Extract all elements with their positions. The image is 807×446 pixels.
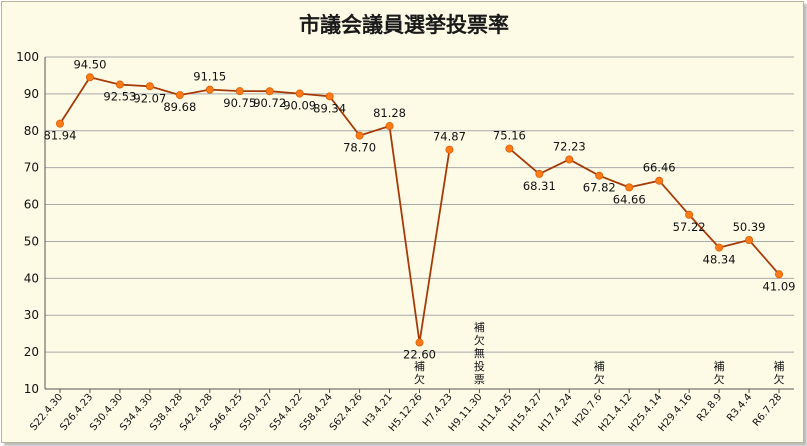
data-label: 66.46 [643,161,676,175]
data-label: 68.31 [523,179,556,193]
data-point [385,122,394,131]
data-label: 81.28 [373,106,406,120]
x-tick-label: R6.7.28 [751,392,784,429]
data-point [505,144,514,153]
chart-title: 市議会議員選挙投票率 [299,13,509,37]
annotation-note: 補欠 [774,360,785,386]
data-point [445,145,454,154]
series-line [508,147,780,275]
series-layer [55,73,784,347]
data-label: 48.34 [703,253,736,267]
data-label: 78.70 [343,141,376,155]
y-tick-label: 20 [24,345,39,359]
data-point [685,210,694,219]
data-label: 90.09 [283,99,316,113]
data-point [115,80,124,89]
data-point [415,338,424,347]
x-tick-label: R3.4.4 [725,392,754,424]
data-label: 67.82 [583,181,616,195]
data-point [235,87,244,96]
data-label: 91.15 [193,70,226,84]
data-point [535,169,544,178]
data-label: 90.72 [253,96,286,110]
y-tick-label: 90 [24,87,39,101]
annotation-note: 補欠無投票 [474,321,485,386]
data-label: 22.60 [403,348,436,362]
data-label: 74.87 [433,130,466,144]
data-point [145,82,154,91]
data-point [265,87,274,96]
y-tick-label: 70 [24,161,39,175]
data-label: 50.39 [733,220,766,234]
data-label: 89.34 [313,101,346,115]
data-label: 81.94 [44,129,77,143]
y-tick-label: 40 [24,271,39,285]
y-tick-label: 60 [24,198,39,212]
data-point [565,155,574,164]
data-label: 92.53 [103,90,136,104]
y-tick-label: 100 [16,50,39,64]
data-point [775,270,784,279]
data-label: 41.09 [763,279,796,293]
grid [45,56,794,353]
annotation-note: 補欠 [414,360,425,386]
data-point [625,183,634,192]
data-label: 94.50 [73,57,106,71]
data-point [655,176,664,185]
data-point [715,243,724,252]
y-tick-label: 10 [24,382,39,396]
data-point [85,73,94,82]
annotation-note: 補欠 [714,360,725,386]
data-label: 57.22 [673,220,706,234]
data-label: 89.68 [163,100,196,114]
data-label: 75.16 [493,129,526,143]
data-point [175,91,184,100]
data-point [595,171,604,180]
data-label: 90.75 [223,96,256,110]
data-point [325,92,334,101]
data-label: 64.66 [613,192,646,206]
x-tick-label: R2.8.9 [695,392,724,424]
y-tick-label: 80 [24,124,39,138]
y-tick-label: 50 [24,234,39,248]
data-label: 92.07 [133,91,166,105]
data-point [205,85,214,94]
annotation-note: 補欠 [594,360,605,386]
data-label: 72.23 [553,139,586,153]
data-point [295,89,304,98]
data-point [355,131,364,140]
data-point [55,119,64,128]
data-point [745,236,754,245]
y-tick-label: 30 [24,308,39,322]
series-line [59,76,451,343]
